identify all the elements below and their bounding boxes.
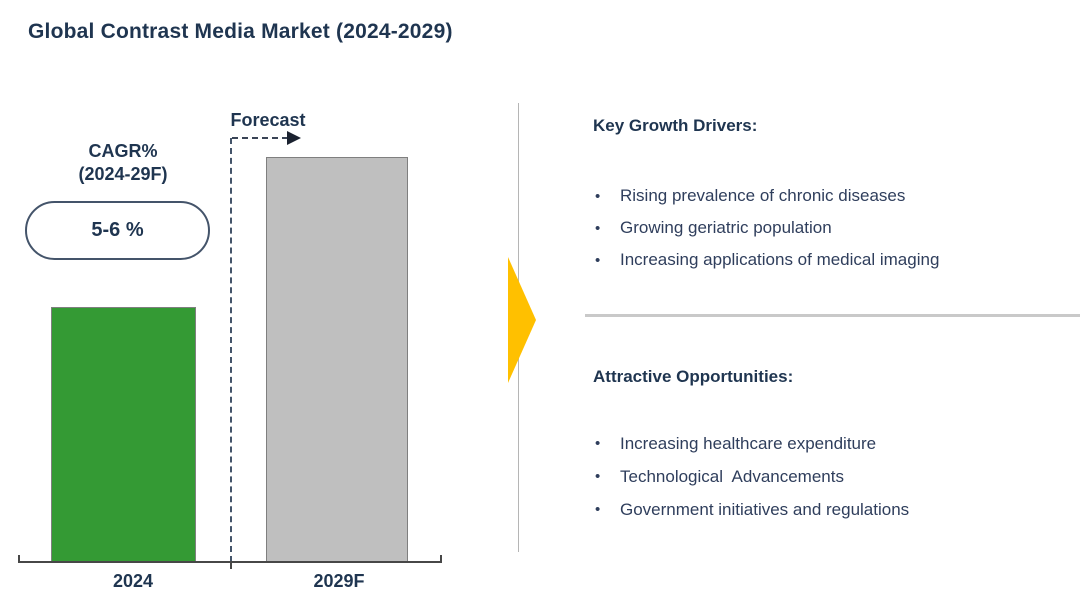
- bullet-icon: •: [595, 251, 601, 269]
- list-item: • Rising prevalence of chronic diseases: [595, 180, 1055, 212]
- list-item-text: Increasing applications of medical imagi…: [620, 250, 940, 269]
- list-item-text: Technological Advancements: [620, 466, 844, 486]
- forecast-divider-dashed-line: [230, 138, 232, 562]
- x-axis-tick-right: [440, 555, 442, 561]
- cagr-title: CAGR% (2024-29F): [23, 140, 223, 186]
- cagr-value: 5-6 %: [91, 219, 144, 241]
- x-axis: [18, 561, 442, 563]
- right-arrow-icon: [508, 257, 536, 383]
- page-title: Global Contrast Media Market (2024-2029): [28, 20, 453, 43]
- opportunities-list: • Increasing healthcare expenditure • Te…: [595, 427, 1055, 526]
- bullet-icon: •: [595, 501, 601, 518]
- list-item: • Growing geriatric population: [595, 212, 1055, 244]
- x-axis-tick-left: [18, 555, 20, 561]
- horizontal-divider: [585, 314, 1080, 317]
- list-item-text: Government initiatives and regulations: [620, 499, 910, 519]
- opportunities-heading: Attractive Opportunities:: [593, 367, 794, 386]
- forecast-arrowhead-icon: [287, 131, 301, 145]
- list-item: • Increasing healthcare expenditure: [595, 427, 1055, 460]
- list-item-text: Growing geriatric population: [620, 218, 832, 237]
- bullet-icon: •: [595, 219, 601, 237]
- cagr-title-line1: CAGR%: [88, 141, 158, 161]
- bullet-icon: •: [595, 468, 601, 485]
- x-label-2029f: 2029F: [313, 571, 365, 591]
- forecast-arrow-line: [232, 137, 288, 139]
- x-label-2024: 2024: [112, 571, 154, 591]
- growth-drivers-list: • Rising prevalence of chronic diseases …: [595, 180, 1055, 276]
- x-axis-tick-middle: [230, 563, 232, 569]
- bullet-icon: •: [595, 435, 601, 452]
- forecast-label: Forecast: [230, 110, 306, 130]
- list-item: • Increasing applications of medical ima…: [595, 244, 1055, 276]
- list-item-text: Increasing healthcare expenditure: [620, 433, 877, 453]
- list-item-text: Rising prevalence of chronic diseases: [620, 186, 906, 205]
- list-item: • Technological Advancements: [595, 460, 1055, 493]
- cagr-value-pill: 5-6 %: [25, 201, 210, 260]
- bar-2029f: [266, 157, 408, 562]
- list-item: • Government initiatives and regulations: [595, 493, 1055, 526]
- growth-drivers-heading: Key Growth Drivers:: [593, 116, 758, 135]
- cagr-title-line2: (2024-29F): [78, 164, 168, 184]
- bar-2024: [51, 307, 196, 562]
- bullet-icon: •: [595, 187, 601, 205]
